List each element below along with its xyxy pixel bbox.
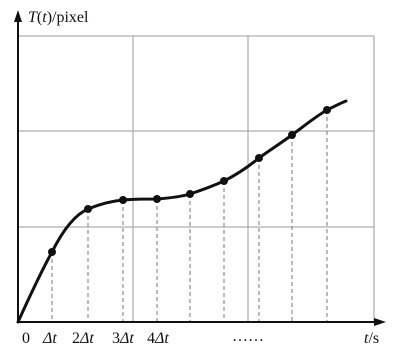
tick-label-ellipsis: …… <box>232 328 264 345</box>
tick-2-coef: 2 <box>72 330 80 345</box>
tick-1-delta: Δt <box>42 330 57 345</box>
sample-point <box>84 205 92 213</box>
tick-2-delta: Δt <box>79 330 94 345</box>
tick-label-4: 4Δt <box>147 330 169 345</box>
tick-label-1: Δt <box>42 330 57 345</box>
tick-5-coef: …… <box>232 328 264 345</box>
tick-3-coef: 3 <box>112 330 120 345</box>
tick-label-0: 0 <box>22 330 30 345</box>
tick-label-3: 3Δt <box>112 330 134 345</box>
y-label-paren-open: ( <box>37 9 42 26</box>
x-axis-arrow <box>374 318 386 326</box>
sample-point <box>255 154 263 162</box>
sample-point <box>186 190 194 198</box>
tick-label-2: 2Δt <box>72 330 94 345</box>
y-axis-arrow <box>14 10 22 22</box>
y-label-prefix: T <box>28 9 38 26</box>
tick-4-delta: Δt <box>154 330 169 345</box>
axes <box>14 10 386 326</box>
grid <box>18 35 375 322</box>
sample-point <box>288 131 296 139</box>
sample-point <box>48 248 56 256</box>
tick-3-delta: Δt <box>119 330 134 345</box>
y-axis-label: T(t)/pixel <box>28 9 89 26</box>
tick-0-coef: 0 <box>22 330 30 345</box>
sample-point <box>323 106 331 114</box>
sample-points <box>48 106 331 256</box>
x-label-var: t <box>364 330 369 345</box>
tick-4-coef: 4 <box>147 330 155 345</box>
x-tick-labels: 0 Δt 2Δt 3Δt 4Δt …… <box>22 328 264 345</box>
y-label-var: t <box>42 9 47 26</box>
y-label-rest: )/pixel <box>47 9 89 26</box>
temperature-curve <box>16 99 348 324</box>
sample-lines <box>51 110 328 322</box>
x-axis-label: t/s <box>364 330 379 345</box>
sample-point <box>153 195 161 203</box>
x-label-unit: /s <box>368 330 379 345</box>
sample-point <box>119 196 127 204</box>
sample-point <box>220 177 228 185</box>
